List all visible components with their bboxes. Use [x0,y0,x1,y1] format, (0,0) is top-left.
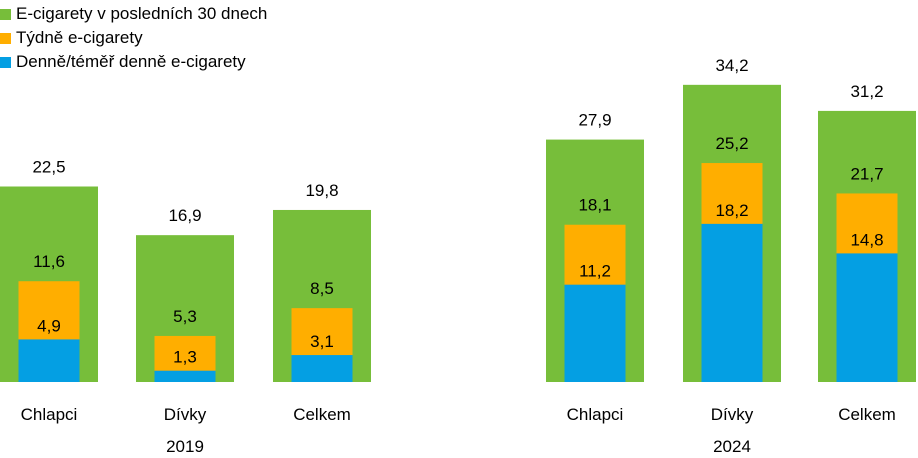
bar-daily-2019-celkem [291,355,353,382]
label-daily-2019-celkem: 3,1 [310,332,334,351]
label-daily-2024-dívky: 18,2 [715,201,748,220]
legend-item-weekly: Týdně e-cigarety [0,26,267,50]
legend-item-daily: Denně/téměř denně e-cigarety [0,50,267,74]
legend-label-daily: Denně/téměř denně e-cigarety [16,52,246,71]
bar-daily-2024-dívky [701,223,763,382]
label-daily-2019-dívky: 1,3 [173,348,197,367]
label-thirty-days-2019-chlapci: 22,5 [32,158,65,177]
label-weekly-2019-dívky: 5,3 [173,307,197,326]
label-thirty-days-2019-celkem: 19,8 [305,181,338,200]
legend-swatch-weekly [0,32,11,44]
bar-daily-2019-chlapci [18,339,80,382]
label-daily-2024-celkem: 14,8 [850,230,883,249]
legend-swatch-daily [0,56,11,68]
legend-swatch-thirty-days [0,8,11,20]
category-label-2024-chlapci: Chlapci [567,405,624,424]
category-label-2024-celkem: Celkem [838,405,896,424]
category-label-2024-dívky: Dívky [711,405,754,424]
category-label-2019-dívky: Dívky [164,405,207,424]
category-label-2019-chlapci: Chlapci [21,405,78,424]
label-thirty-days-2024-chlapci: 27,9 [578,111,611,130]
label-daily-2024-chlapci: 11,2 [579,262,611,281]
legend: E-cigarety v posledních 30 dnech Týdně e… [0,2,267,74]
label-weekly-2019-celkem: 8,5 [310,279,334,298]
legend-label-thirty-days: E-cigarety v posledních 30 dnech [16,4,268,23]
category-label-2019-celkem: Celkem [293,405,351,424]
label-weekly-2019-chlapci: 11,6 [33,252,65,271]
label-weekly-2024-chlapci: 18,1 [578,196,611,215]
label-daily-2019-chlapci: 4,9 [37,316,61,335]
bar-daily-2024-chlapci [564,284,626,382]
label-weekly-2024-celkem: 21,7 [850,164,883,183]
legend-label-weekly: Týdně e-cigarety [16,28,143,47]
bar-daily-2024-celkem [836,253,898,382]
bar-daily-2019-dívky [154,370,216,382]
label-thirty-days-2019-dívky: 16,9 [168,206,201,225]
year-label-2019: 2019 [166,437,204,456]
label-weekly-2024-dívky: 25,2 [715,134,748,153]
label-thirty-days-2024-dívky: 34,2 [715,56,748,75]
label-thirty-days-2024-celkem: 31,2 [850,82,883,101]
legend-item-thirty-days: E-cigarety v posledních 30 dnech [0,2,267,26]
year-label-2024: 2024 [713,437,751,456]
